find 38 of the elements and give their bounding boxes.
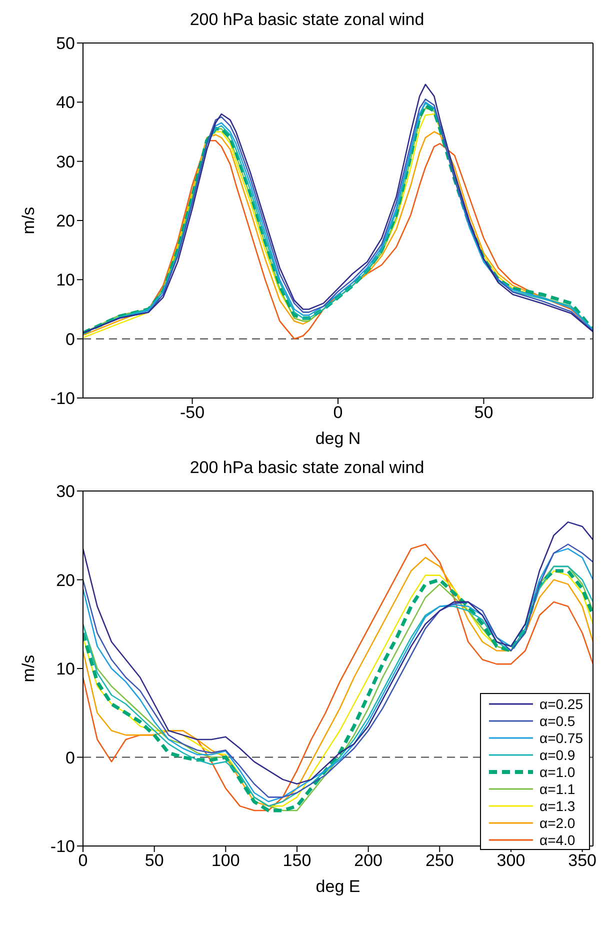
x-axis-title: deg N (315, 429, 361, 448)
y-tick-label: 40 (56, 93, 75, 112)
legend-label: α=0.75 (539, 730, 583, 746)
legend-label: α=1.1 (539, 780, 576, 796)
x-axis-title: deg E (316, 877, 360, 896)
x-tick-label: 250 (425, 851, 454, 870)
y-tick-label: 0 (66, 748, 75, 768)
y-axis-title: m/s (19, 654, 38, 682)
x-tick-label: 50 (144, 851, 164, 870)
y-tick-label: 20 (56, 570, 75, 590)
x-tick-label: 200 (354, 851, 382, 870)
legend-label: α=0.5 (539, 712, 576, 728)
x-tick-label: 0 (78, 851, 88, 870)
chart-title: 200 hPa basic state zonal wind (188, 457, 426, 479)
y-tick-label: -10 (50, 389, 75, 408)
y-tick-label: 10 (56, 270, 75, 290)
y-tick-label: 30 (56, 152, 75, 172)
legend-label: α=4.0 (539, 832, 576, 848)
x-tick-label: 50 (474, 403, 494, 422)
x-tick-label: 350 (568, 851, 596, 870)
legend-label: α=1.0 (539, 764, 576, 780)
legend-label: α=1.3 (539, 798, 576, 814)
y-tick-label: 10 (56, 660, 75, 679)
legend-label: α=0.25 (539, 696, 583, 712)
y-tick-label: 20 (56, 212, 75, 231)
y-tick-label: 30 (56, 482, 75, 502)
x-tick-label: 100 (211, 851, 240, 870)
y-tick-label: -10 (50, 837, 75, 856)
y-axis-title: m/s (19, 206, 38, 234)
chart-title: 200 hPa basic state zonal wind (188, 9, 426, 31)
y-tick-label: 0 (66, 330, 75, 349)
x-tick-label: -50 (180, 403, 205, 422)
y-tick-label: 50 (56, 34, 75, 54)
legend-label: α=0.9 (539, 746, 576, 762)
x-tick-label: 0 (333, 403, 343, 422)
x-tick-label: 300 (496, 851, 526, 870)
legend-label: α=2.0 (539, 814, 576, 830)
x-tick-label: 150 (282, 851, 312, 870)
